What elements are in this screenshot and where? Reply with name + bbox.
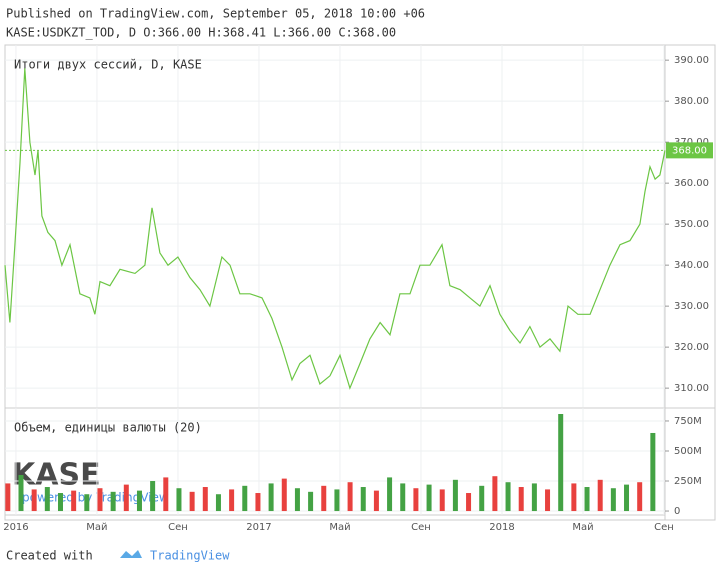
volume-bar [308, 491, 314, 512]
y-tick-label: 310.00 [674, 383, 709, 394]
volume-bar [610, 488, 616, 512]
published-text: Published on TradingView.com, September … [6, 7, 425, 21]
volume-bar [268, 483, 274, 512]
volume-bar [294, 488, 300, 512]
volume-bar [505, 482, 511, 512]
volume-bar [57, 493, 63, 512]
volume-bar [255, 493, 261, 512]
y-tick-label: 250M [674, 476, 702, 487]
x-tick-label: 2016 [3, 522, 28, 533]
y-tick-label: 340.00 [674, 260, 709, 271]
last-price-box [666, 142, 713, 159]
volume-bar [229, 489, 235, 512]
pane: 310.00320.00330.00340.00350.00360.00370.… [4, 45, 713, 407]
last-price-label: 368.00 [672, 145, 707, 156]
volume-bar [518, 487, 524, 512]
y-tick-label: 750M [674, 416, 702, 427]
volume-bar [5, 483, 11, 512]
pane: 0 250M 500M 750M Объем, единицы валюты (20) 2… [3, 408, 702, 533]
volume-bar [492, 476, 498, 512]
y-tick-label: 320.00 [674, 342, 709, 353]
footer-logo [120, 550, 142, 558]
volume-bar [163, 477, 169, 512]
volume-bar [479, 485, 485, 512]
footer-created: Created with [6, 549, 93, 563]
volume-bar [71, 490, 77, 512]
volume-bar [584, 487, 590, 512]
volume-bar [373, 490, 379, 512]
volume-bar [31, 489, 37, 512]
watermark-logo: KASE [12, 458, 101, 493]
volume-bar [571, 483, 577, 512]
pane-title: Объем, единицы валюты (20) [14, 421, 202, 435]
volume-bar [176, 488, 182, 512]
x-tick-label: Сен [411, 522, 431, 533]
volume-bar [123, 484, 129, 512]
volume-bar [637, 482, 643, 512]
volume-bar [531, 483, 537, 512]
y-tick-label: 0 [674, 506, 680, 517]
volume-bar [439, 489, 445, 512]
frame [4, 44, 716, 521]
volume-bar [413, 488, 419, 512]
volume-bar [466, 493, 472, 512]
x-tick-label: 2017 [246, 522, 271, 533]
volume-bar [624, 484, 630, 512]
watermark-powered: powered by TradingView [22, 491, 169, 505]
x-tick-label: Май [329, 522, 350, 533]
pane-title: Итоги двух сессий, D, KASE [14, 58, 202, 72]
volume-bar [387, 477, 393, 512]
volume-bar [545, 489, 551, 512]
volume-bar [84, 494, 90, 512]
volume-bar [597, 479, 603, 512]
y-tick-label: 350.00 [674, 219, 709, 230]
volume-bar [334, 489, 340, 512]
volume-bar [189, 491, 195, 512]
price-line [4, 68, 666, 390]
y-tick-label: 390.00 [674, 55, 709, 66]
y-tick-label: 380.00 [674, 96, 709, 107]
volume-bar [110, 491, 116, 512]
footer-brand[interactable]: TradingView [150, 549, 230, 563]
volume-bar [202, 487, 208, 512]
volume-bar [150, 481, 156, 512]
y-tick-label: 500M [674, 446, 702, 457]
x-tick-label: Май [86, 522, 107, 533]
volume-bar [242, 485, 248, 512]
volume-bar [215, 494, 221, 512]
x-tick-label: 2018 [489, 522, 514, 533]
x-tick-label: Сен [168, 522, 188, 533]
x-tick-label: Май [572, 522, 593, 533]
volume-bar [136, 490, 142, 512]
ohlc-text: KASE:USDKZT_TOD, D O:366.00 H:368.41 L:3… [6, 26, 396, 40]
volume-bar [452, 479, 458, 512]
y-tick-label: 360.00 [674, 178, 709, 189]
volume-bar [281, 478, 287, 512]
volume-bar [347, 482, 353, 512]
y-tick-label: 330.00 [674, 301, 709, 312]
volume-bar [44, 487, 50, 512]
volume-bar [97, 488, 103, 512]
volume-bar [558, 414, 564, 512]
x-tick-label: Сен [654, 522, 674, 533]
volume-bar [360, 487, 366, 512]
volume-bar [650, 432, 656, 512]
volume-bar [18, 475, 24, 512]
volume-bar [321, 485, 327, 512]
volume-bar [426, 484, 432, 512]
volume-bar [400, 483, 406, 512]
